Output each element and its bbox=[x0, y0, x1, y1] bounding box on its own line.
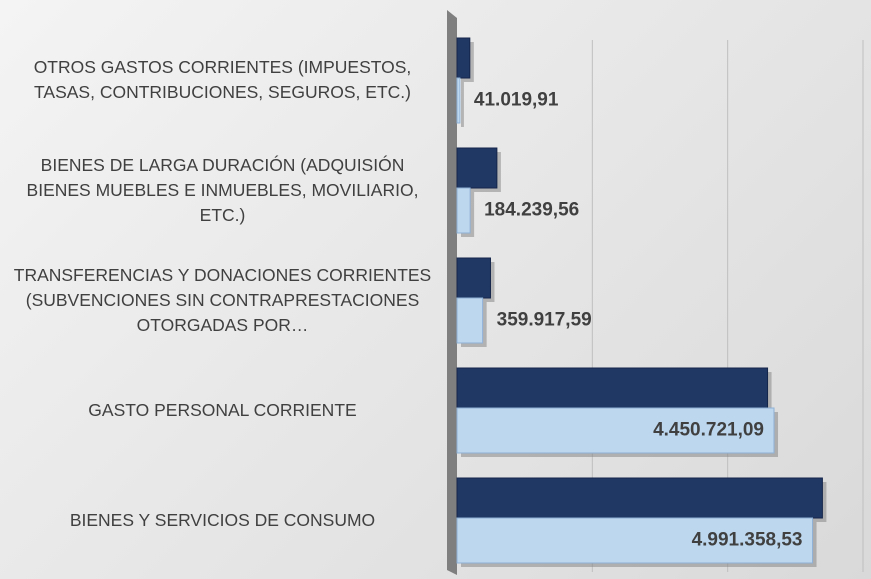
value-label: 41.019,91 bbox=[474, 90, 559, 111]
value-label: 359.917,59 bbox=[497, 310, 592, 331]
bar bbox=[456, 297, 484, 344]
bar-depth bbox=[461, 82, 464, 127]
bar bbox=[456, 407, 775, 454]
bar bbox=[456, 517, 814, 564]
value-label: 184.239,56 bbox=[484, 200, 579, 221]
axis-wall bbox=[447, 10, 457, 575]
category-label: GASTO PERSONAL CORRIENTE bbox=[0, 355, 445, 465]
bar bbox=[456, 367, 769, 409]
category-label: TRANSFERENCIAS Y DONACIONES CORRIENTES (… bbox=[0, 245, 445, 355]
category-text: BIENES Y SERVICIOS DE CONSUMO bbox=[69, 509, 376, 530]
bar bbox=[456, 77, 461, 124]
category-text: GASTO PERSONAL CORRIENTE bbox=[88, 399, 357, 420]
category-text: OTROS GASTOS CORRIENTES (IMPUESTOS, TASA… bbox=[33, 57, 412, 102]
value-label: 4.991.358,53 bbox=[692, 530, 803, 551]
category-text: TRANSFERENCIAS Y DONACIONES CORRIENTES (… bbox=[13, 264, 432, 335]
category-label: BIENES Y SERVICIOS DE CONSUMO bbox=[0, 465, 445, 575]
bar bbox=[456, 477, 823, 519]
category-label: BIENES DE LARGA DURACIÓN (ADQUISIÓN BIEN… bbox=[0, 135, 445, 245]
bar bbox=[456, 37, 471, 79]
category-label: OTROS GASTOS CORRIENTES (IMPUESTOS, TASA… bbox=[0, 25, 445, 135]
category-text: BIENES DE LARGA DURACIÓN (ADQUISIÓN BIEN… bbox=[26, 154, 419, 225]
bar bbox=[456, 187, 471, 234]
bar bbox=[456, 257, 491, 299]
bar bbox=[456, 147, 498, 189]
value-label: 4.450.721,09 bbox=[653, 420, 764, 441]
